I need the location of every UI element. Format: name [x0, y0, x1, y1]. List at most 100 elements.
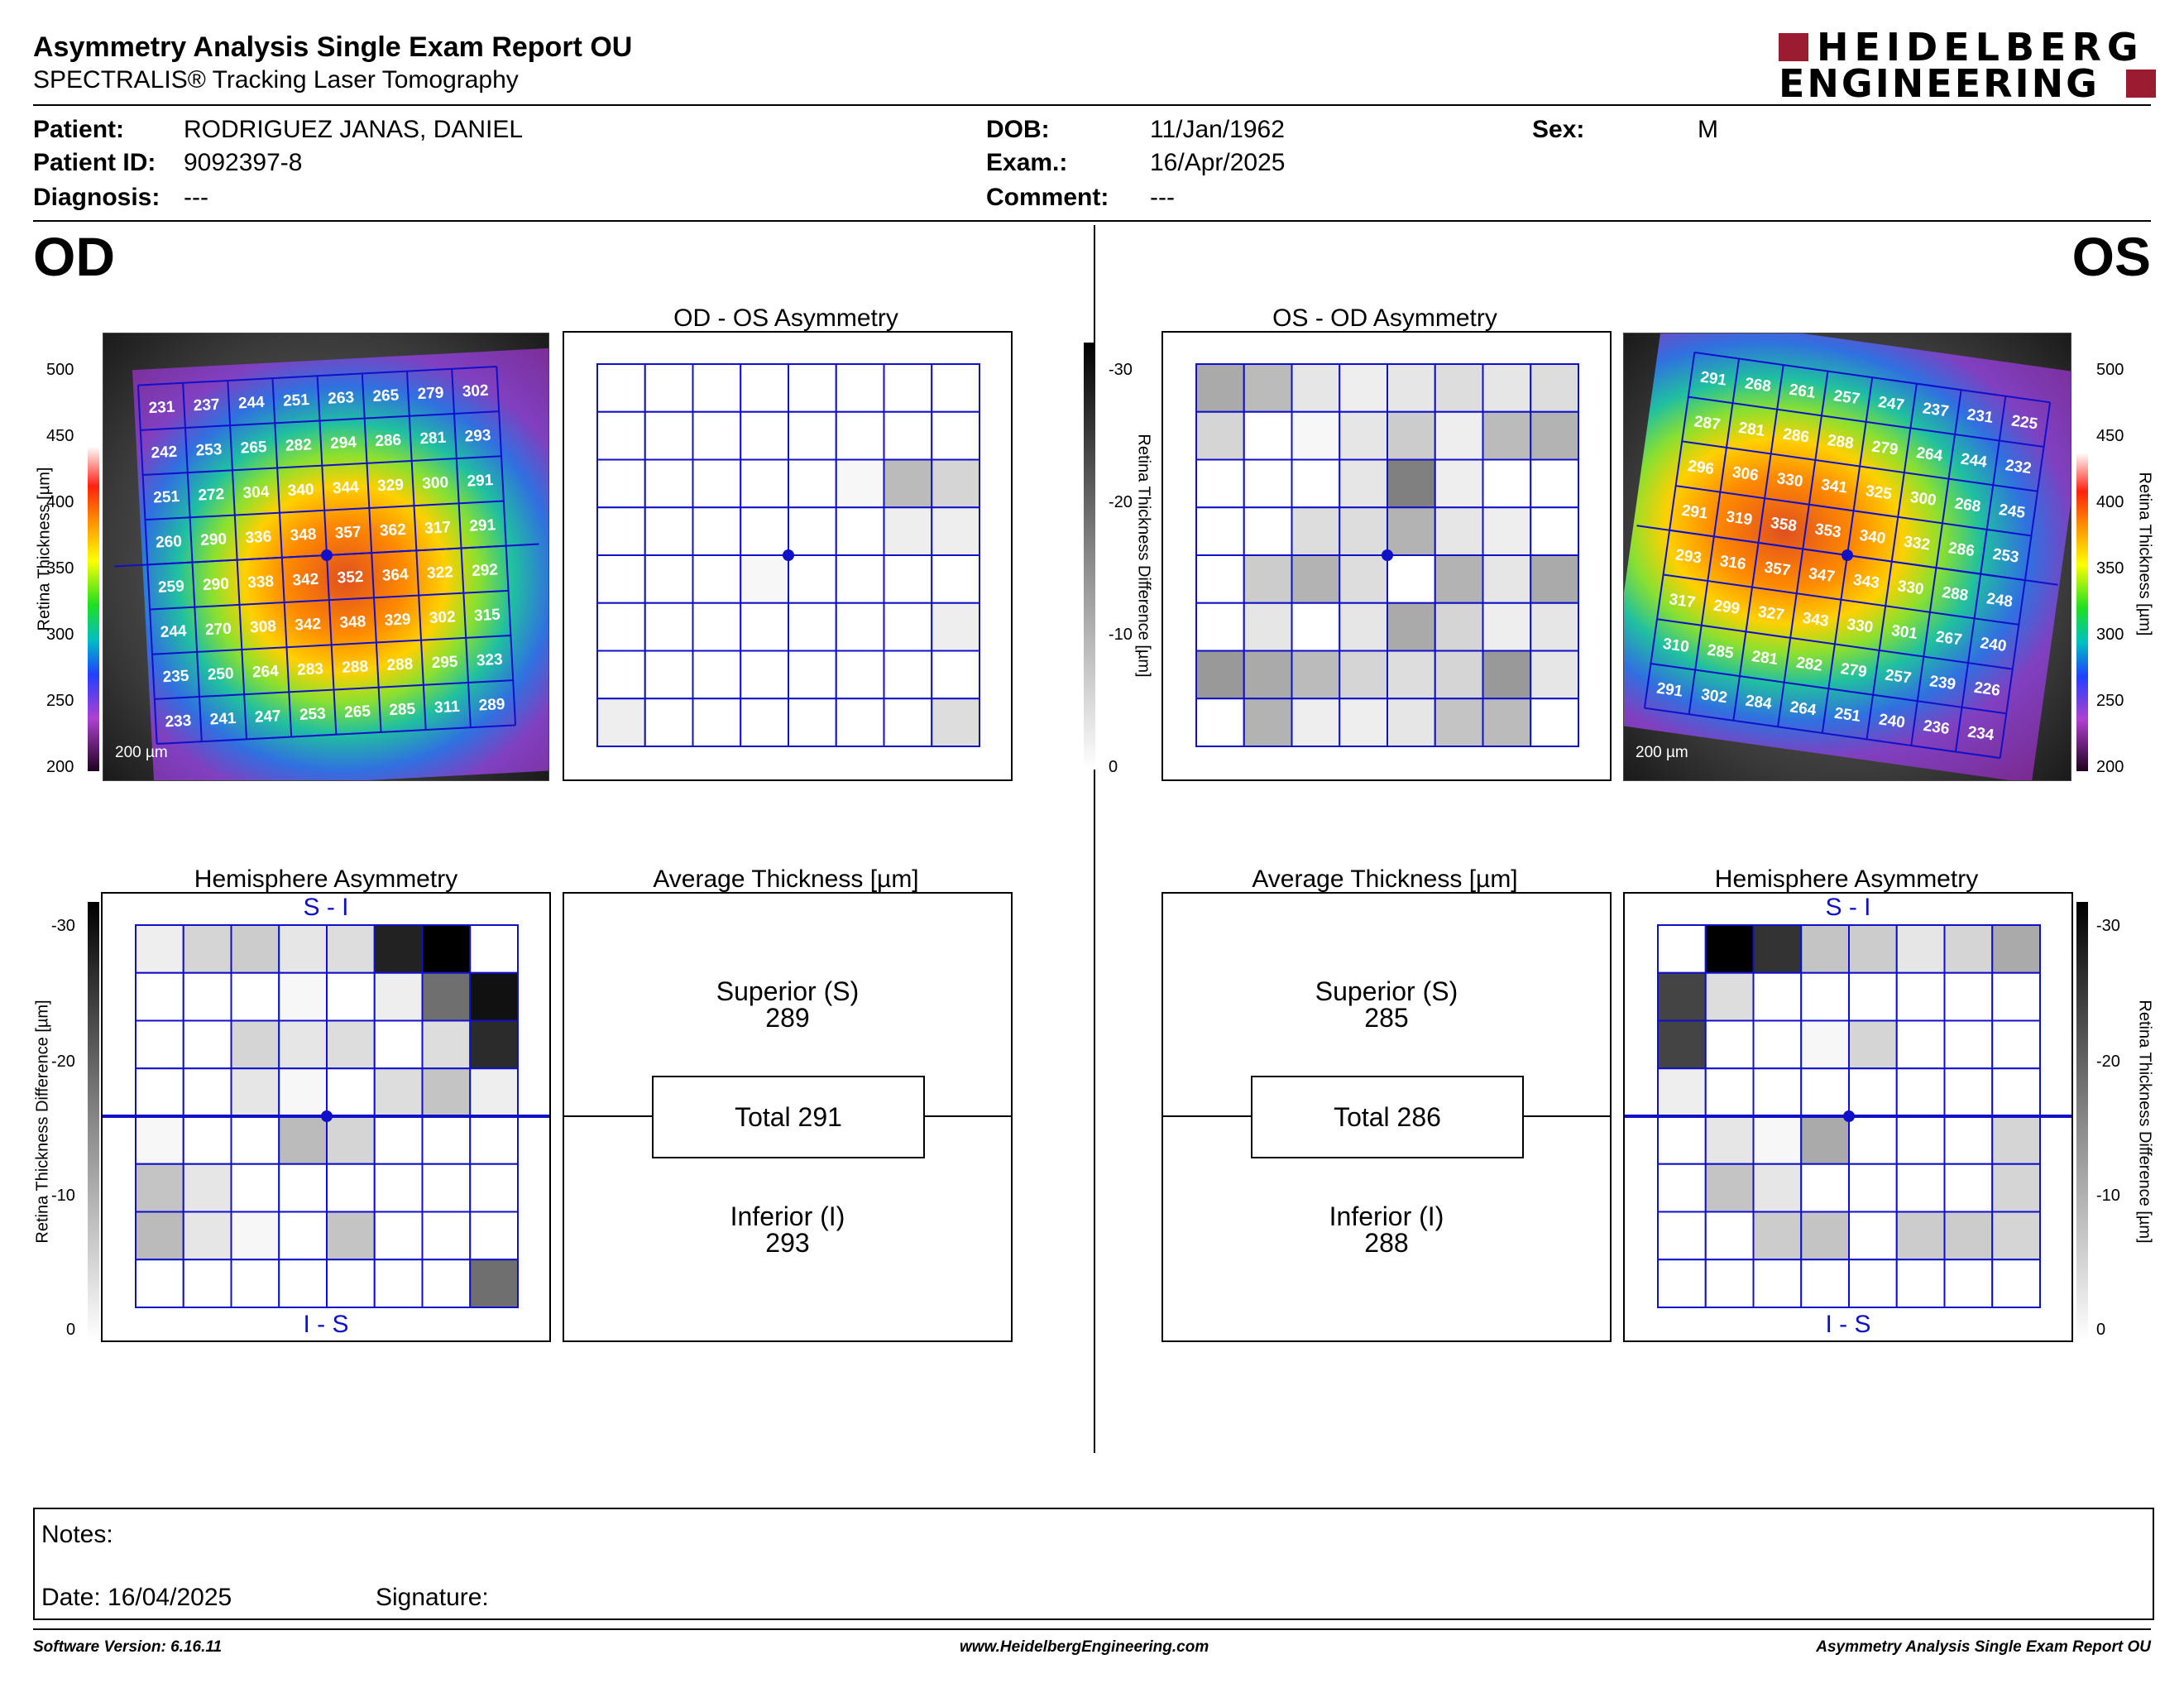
- os-thickness-value: 281: [1751, 648, 1779, 669]
- od-asym-cell: [740, 458, 789, 509]
- od-thickness-value: 253: [299, 705, 327, 724]
- os-thickness-value: 296: [1687, 458, 1715, 478]
- os-thickness-value: 343: [1801, 610, 1829, 631]
- od-thickness-value: 344: [333, 478, 360, 497]
- od-thickness-tick-350: 350: [46, 559, 74, 578]
- od-thickness-value: 323: [476, 651, 503, 670]
- od-asym-cell: [596, 554, 646, 604]
- os-thickness-value: 264: [1789, 698, 1818, 719]
- os-asym-cell: [1387, 554, 1436, 604]
- os-asym-cell: [1339, 410, 1388, 461]
- os-asymmetry-title: OS - OD Asymmetry: [1272, 305, 1497, 332]
- logo-line-1: HEIDELBERG: [1817, 25, 2144, 70]
- od-thickness-tick-200: 200: [46, 758, 74, 776]
- os-thickness-value: 257: [1832, 387, 1861, 408]
- od-asym-cell: [644, 698, 694, 747]
- od-hemisphere-title: Hemisphere Asymmetry: [194, 866, 458, 893]
- od-thickness-tick-500: 500: [46, 361, 74, 379]
- os-hemi-cell: [1991, 1259, 2041, 1308]
- os-asym-cell: [1243, 363, 1293, 413]
- os-hemi-axis-label: Retina Thickness Difference [µm]: [2135, 1000, 2154, 1244]
- od-hemi-cell: [373, 1211, 424, 1261]
- logo-line-2: ENGINEERING: [1779, 61, 2100, 106]
- od-asym-cell: [692, 554, 742, 604]
- os-thickness-value: 317: [1668, 591, 1696, 611]
- od-asym-cell: [740, 506, 789, 556]
- od-avg-panel: Superior (S) 289 Total 291 Inferior (I) …: [563, 892, 1013, 1342]
- od-asym-cell: [596, 602, 646, 652]
- od-thickness-value: 282: [285, 436, 313, 455]
- od-hemi-cell: [278, 1019, 328, 1070]
- od-asym-cell: [692, 458, 742, 509]
- od-hemi-cell: [182, 1259, 232, 1308]
- os-asym-cell: [1291, 602, 1341, 652]
- os-asym-cell: [1387, 698, 1436, 747]
- od-hemi-cell: [230, 1211, 280, 1261]
- os-grid-group: 291 268 261 257 247 237 231 225 287 281 286 288 279 2…: [1636, 351, 2058, 760]
- od-hemi-cell: [469, 1211, 519, 1261]
- od-thickness-value: 242: [151, 444, 178, 463]
- os-asym-cell: [1387, 602, 1436, 652]
- od-hemi-cell: [230, 1115, 280, 1165]
- od-thickness-value: 260: [156, 533, 183, 552]
- os-grid-line: [1694, 351, 2051, 404]
- od-thickness-value: 308: [250, 618, 277, 637]
- os-thickness-value: 299: [1712, 597, 1741, 618]
- os-asym-cell: [1530, 698, 1579, 747]
- patient-id: 9092397-8: [184, 149, 303, 176]
- od-asym-cell: [835, 363, 885, 413]
- center-difference-colorbar: [1084, 343, 1095, 770]
- od-hemi-cell: [421, 1163, 472, 1213]
- os-asym-cell: [1530, 602, 1579, 652]
- os-thickness-value: 330: [1775, 470, 1803, 491]
- os-asym-cell: [1434, 458, 1484, 509]
- website-link[interactable]: www.HeidelbergEngineering.com: [960, 1638, 1209, 1656]
- od-asym-cell: [644, 602, 694, 652]
- od-hemi-cell: [326, 924, 376, 974]
- os-hemi-cell: [1752, 1259, 1803, 1308]
- od-hemi-cell: [469, 1067, 519, 1117]
- os-hemi-cell: [1943, 924, 1994, 974]
- os-thickness-value: 240: [1878, 711, 1906, 731]
- center-diff-tick-0: 0: [1109, 758, 1118, 776]
- od-thickness-value: 285: [389, 701, 416, 720]
- os-thickness-value: 286: [1947, 539, 1976, 560]
- os-hemi-cell: [1848, 1067, 1898, 1117]
- os-hemi-cell: [1895, 1067, 1946, 1117]
- os-hemi-cell: [1943, 1211, 1994, 1261]
- os-asym-cell: [1291, 698, 1341, 747]
- os-hemi-cell: [1657, 971, 1707, 1022]
- os-asym-cell: [1195, 602, 1245, 652]
- patient-label: Patient:: [33, 116, 125, 143]
- od-thickness-value: 342: [295, 616, 322, 635]
- os-hemi-cell: [1752, 1067, 1803, 1117]
- os-inferior-label: Inferior (I): [1329, 1201, 1444, 1231]
- od-hemi-cell: [182, 971, 232, 1022]
- os-inferior-value: 288: [1364, 1228, 1409, 1258]
- od-thickness-value: 293: [464, 427, 491, 446]
- os-asym-cell: [1195, 458, 1245, 509]
- os-thickness-value: 310: [1662, 635, 1690, 656]
- od-hemi-cell: [373, 924, 424, 974]
- patient-divider: [33, 220, 2151, 222]
- os-hemisphere-title: Hemisphere Asymmetry: [1714, 866, 1979, 893]
- os-asym-cell: [1434, 698, 1484, 747]
- dob-value: 11/Jan/1962: [1150, 116, 1285, 143]
- od-hemi-cell: [278, 971, 328, 1022]
- od-hemi-cell: [469, 1163, 519, 1213]
- os-hemi-cell: [1895, 1259, 1946, 1308]
- od-hemi-cell: [373, 971, 424, 1022]
- od-thickness-value: 329: [377, 477, 405, 496]
- od-asym-cell: [788, 410, 837, 461]
- od-thickness-value: 338: [247, 573, 275, 592]
- os-hemisphere-panel: S - I I - S: [1623, 892, 2073, 1342]
- os-asym-cell: [1482, 363, 1532, 413]
- os-hemi-cell: [1800, 1115, 1850, 1165]
- notes-box[interactable]: Notes: Date: 16/04/2025 Signature:: [33, 1508, 2154, 1620]
- os-thickness-value: 343: [1852, 572, 1880, 592]
- od-inferior-label: Inferior (I): [730, 1201, 845, 1231]
- os-asym-cell: [1291, 506, 1341, 556]
- od-thickness-value: 253: [195, 441, 223, 460]
- os-asym-cell: [1482, 410, 1532, 461]
- od-hemi-cell: [230, 1163, 280, 1213]
